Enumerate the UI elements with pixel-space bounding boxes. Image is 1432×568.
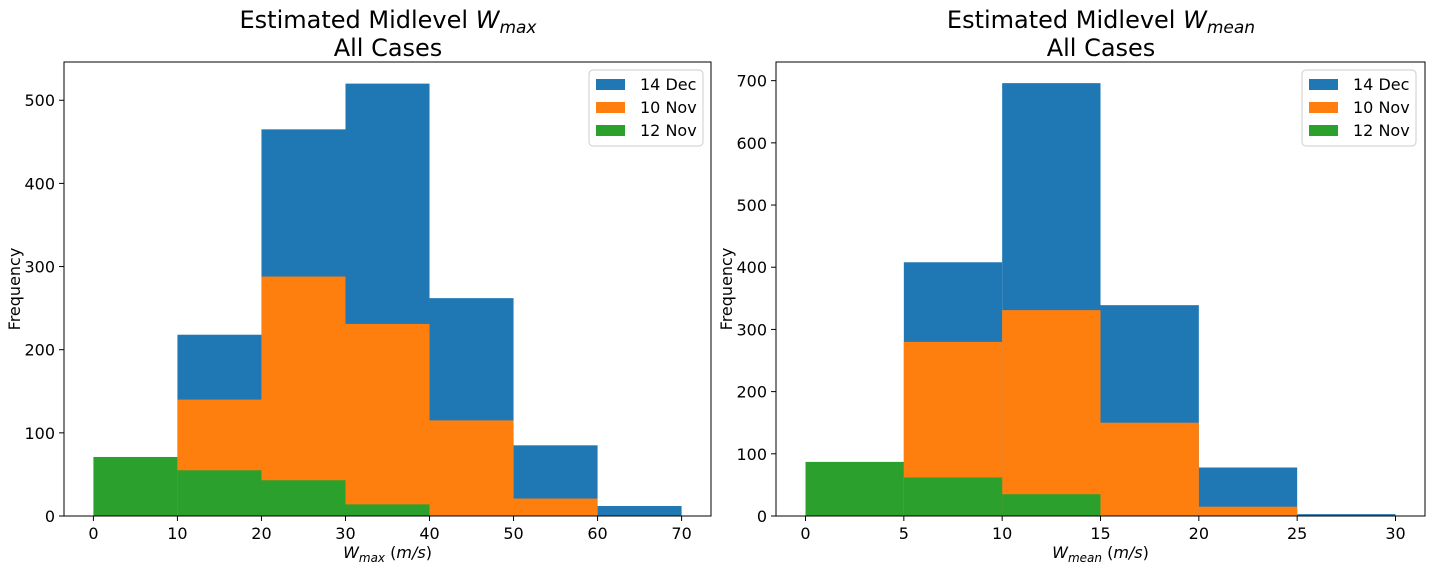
bar-12-nov-bin-1 xyxy=(177,470,262,516)
y-tick-label: 0 xyxy=(45,507,55,526)
legend-label: 14 Dec xyxy=(1353,75,1409,94)
x-tick-label: 25 xyxy=(1287,524,1307,543)
x-tick-label: 50 xyxy=(503,524,523,543)
bar-12-nov-bin-2 xyxy=(261,480,346,516)
bar-12-nov-bin-1 xyxy=(903,477,1003,516)
y-tick-label: 400 xyxy=(736,258,767,277)
bar-12-nov-bin-2 xyxy=(1002,494,1101,516)
legend-label: 10 Nov xyxy=(640,98,697,117)
legend-label: 12 Nov xyxy=(640,121,697,140)
y-tick-label: 300 xyxy=(24,258,55,277)
x-tick-label: 0 xyxy=(800,524,810,543)
y-tick-label: 200 xyxy=(736,383,767,402)
y-tick-label: 400 xyxy=(24,174,55,193)
bar-10-nov-bin-4 xyxy=(429,420,514,516)
legend-swatch-12-nov xyxy=(596,125,625,136)
x-tick-label: 10 xyxy=(992,524,1012,543)
bar-10-nov-bin-5 xyxy=(513,498,598,516)
x-tick-label: 30 xyxy=(335,524,355,543)
axes-frame xyxy=(63,61,712,517)
x-axis-label: Wmax (m/s) xyxy=(343,543,432,565)
y-tick-label: 100 xyxy=(24,424,55,443)
legend-swatch-10-nov xyxy=(1309,102,1338,113)
y-tick-label: 0 xyxy=(757,507,767,526)
x-tick-label: 70 xyxy=(671,524,691,543)
legend-swatch-12-nov xyxy=(1309,125,1338,136)
bars-wmax xyxy=(93,83,682,516)
bars-wmean xyxy=(805,83,1396,516)
bar-14-dec-bin-6 xyxy=(597,506,682,516)
y-axis-label: Frequency xyxy=(5,248,24,331)
x-tick-label: 5 xyxy=(899,524,909,543)
legend-swatch-14-dec xyxy=(596,79,625,90)
x-tick-label: 20 xyxy=(251,524,271,543)
x-tick-label: 40 xyxy=(419,524,439,543)
chart-panel-wmax: 0 10 20 30 40 50 60 70 0 100 200 300 400 500 Frequency… xyxy=(5,6,712,565)
legend-label: 14 Dec xyxy=(640,75,696,94)
x-tick-label: 15 xyxy=(1090,524,1110,543)
bar-14-dec-bin-5 xyxy=(1297,514,1396,516)
bar-10-nov-bin-3 xyxy=(345,323,430,516)
bar-12-nov-bin-0 xyxy=(805,461,904,516)
legend-label: 10 Nov xyxy=(1353,98,1410,117)
legend: 14 Dec 10 Nov 12 Nov xyxy=(588,69,704,147)
bar-12-nov-bin-0 xyxy=(93,456,178,516)
y-tick-label: 300 xyxy=(736,320,767,339)
y-tick-label: 700 xyxy=(736,72,767,91)
chart-panel-wmean: 0 5 10 15 20 25 300100200300400500600700Freque… xyxy=(717,6,1426,565)
x-tick-label: 10 xyxy=(167,524,187,543)
legend: 14 Dec 10 Nov 12 Nov xyxy=(1301,69,1417,147)
bar-10-nov-bin-2 xyxy=(1002,310,1101,516)
legend-label: 12 Nov xyxy=(1353,121,1410,140)
y-tick-label: 500 xyxy=(736,196,767,215)
legend-swatch-10-nov xyxy=(596,102,625,113)
bar-12-nov-bin-3 xyxy=(345,504,430,516)
y-axis-label: Frequency xyxy=(717,248,736,331)
y-tick-label: 100 xyxy=(736,445,767,464)
chart-title: Estimated Midlevel Wmax xyxy=(240,6,538,38)
chart-subtitle: All Cases xyxy=(334,34,443,62)
legend-swatch-14-dec xyxy=(1309,79,1338,90)
chart-title: Estimated Midlevel Wmean xyxy=(947,6,1255,38)
bar-10-nov-bin-2 xyxy=(261,276,346,516)
y-tick-label: 600 xyxy=(736,134,767,153)
bar-10-nov-bin-3 xyxy=(1100,422,1199,516)
chart-subtitle: All Cases xyxy=(1047,34,1156,62)
x-tick-label: 20 xyxy=(1189,524,1209,543)
y-tick-label: 200 xyxy=(24,341,55,360)
x-tick-label: 60 xyxy=(587,524,607,543)
x-axis-label: Wmean (m/s) xyxy=(1052,543,1149,565)
x-tick-label: 0 xyxy=(88,524,98,543)
y-tick-label: 500 xyxy=(24,91,55,110)
x-tick-label: 30 xyxy=(1385,524,1405,543)
bar-10-nov-bin-4 xyxy=(1198,506,1298,516)
